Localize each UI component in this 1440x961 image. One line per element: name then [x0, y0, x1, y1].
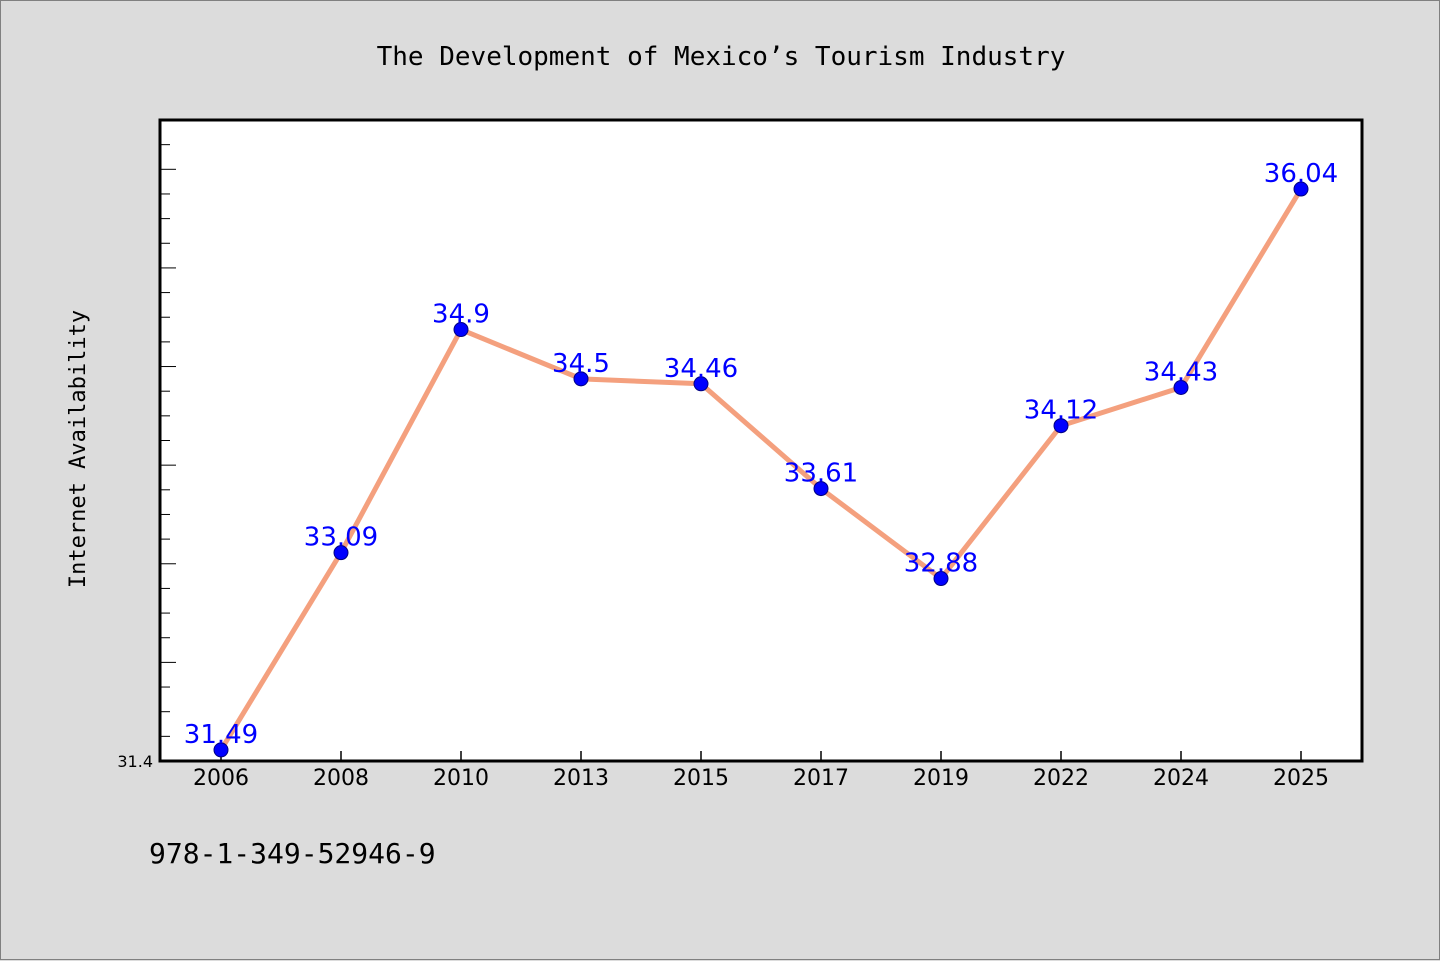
data-point-marker: [693, 376, 709, 392]
data-point-marker: [453, 322, 469, 338]
data-label: 34.5: [552, 349, 610, 379]
data-label: 34.9: [432, 300, 490, 330]
data-label: 33.09: [304, 523, 378, 553]
y-tick-label: 31.4: [117, 752, 153, 771]
data-point-marker: [1293, 181, 1309, 197]
data-point-marker: [933, 571, 949, 587]
data-label: 36.04: [1264, 159, 1338, 189]
x-tick-label: 2024: [1153, 766, 1209, 791]
data-label: 32.88: [904, 549, 978, 579]
data-point-marker: [1173, 379, 1189, 395]
plot-area: [158, 118, 1364, 763]
x-tick-label: 2006: [193, 766, 249, 791]
x-tick-label: 2010: [433, 766, 489, 791]
data-point-marker: [213, 742, 229, 758]
data-point-marker: [813, 481, 829, 497]
data-point-marker: [333, 545, 349, 561]
x-tick-label: 2013: [553, 766, 609, 791]
data-labels: 31.49 33.09 34.9 34.5 34.46 33.61 32.88 34.12 34…: [184, 159, 1338, 750]
isbn-text: 978-1-349-52946-9: [149, 837, 436, 870]
y-axis-ticks: [160, 119, 176, 762]
x-tick-label: 2017: [793, 766, 849, 791]
data-markers: [213, 181, 1309, 758]
x-tick-label: 2019: [913, 766, 969, 791]
data-point-marker: [573, 371, 589, 387]
data-label: 34.12: [1024, 396, 1098, 426]
chart-title: The Development of Mexico’s Tourism Indu…: [377, 42, 1066, 72]
data-label: 31.49: [184, 720, 258, 750]
x-tick-label: 2008: [313, 766, 369, 791]
x-tick-label: 2015: [673, 766, 729, 791]
x-tick-label: 2025: [1273, 766, 1329, 791]
x-axis-tick-labels: 2006 2008 2010 2013 2015 2017 2019 2022 2024 2025: [193, 766, 1329, 791]
x-axis-ticks: [220, 751, 1302, 761]
data-label: 33.61: [784, 459, 858, 489]
y-axis-label: Internet Availability: [66, 310, 91, 588]
x-tick-label: 2022: [1033, 766, 1089, 791]
data-point-marker: [1053, 418, 1069, 434]
series-line: [218, 186, 1304, 753]
data-label: 34.43: [1144, 357, 1218, 387]
data-label: 34.46: [664, 354, 738, 384]
